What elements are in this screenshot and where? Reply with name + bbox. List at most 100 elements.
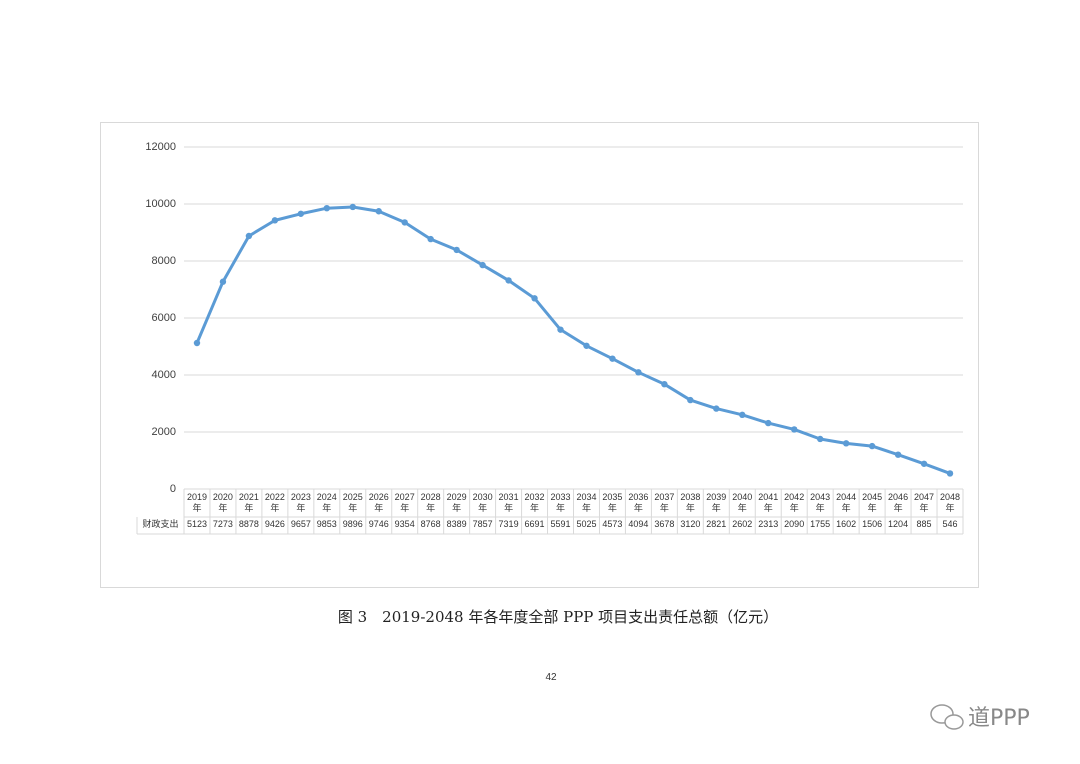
table-value: 546: [942, 519, 958, 529]
x-tick-label: 2047年: [914, 492, 935, 513]
point: [791, 426, 798, 433]
table-value: 1506: [862, 519, 883, 529]
point: [245, 232, 253, 240]
point: [713, 405, 720, 412]
point: [946, 470, 954, 477]
x-tick-label: 2037年: [654, 492, 675, 513]
table-value: 1755: [810, 519, 831, 529]
table-value: 4573: [602, 519, 623, 529]
x-tick-label: 2035年: [602, 492, 623, 513]
table-value: 6691: [524, 519, 545, 529]
x-tick-label: 2041年: [758, 492, 779, 513]
point: [583, 342, 590, 349]
y-tick-label: 6000: [152, 312, 176, 324]
point: [479, 261, 486, 269]
point: [323, 204, 331, 212]
y-tick-label: 4000: [152, 369, 176, 381]
point: [271, 217, 279, 224]
point: [661, 380, 668, 388]
point: [842, 440, 850, 447]
x-tick-label: 2048年: [939, 492, 961, 513]
point: [765, 419, 772, 427]
table-value: 2090: [784, 519, 805, 529]
caption: 图 3 2019-2048 年各年度全部 PPP 项目支出责任总额（亿元）: [337, 608, 779, 626]
table-value: 3678: [654, 519, 675, 529]
y-tick-label: 10000: [145, 198, 176, 210]
point: [739, 411, 746, 419]
point: [401, 219, 408, 226]
x-tick-label: 2040年: [732, 492, 753, 513]
x-tick-label: 2027年: [394, 492, 415, 513]
y-tick-label: 8000: [152, 255, 176, 267]
point: [375, 208, 382, 215]
x-tick-label: 2019年: [186, 492, 207, 513]
x-tick-label: 2024年: [316, 492, 337, 513]
table-value: 9426: [264, 519, 285, 529]
x-tick-label: 2028年: [420, 492, 441, 513]
point: [219, 278, 227, 285]
point: [687, 396, 694, 404]
y-tick-label: 12000: [145, 141, 176, 153]
point: [609, 355, 616, 362]
point: [531, 295, 538, 302]
table-value: 5591: [550, 519, 571, 529]
point: [453, 246, 460, 254]
x-tick-label: 2033年: [550, 492, 571, 513]
table-value: 885: [916, 519, 932, 529]
point: [505, 277, 512, 284]
table-value: 9657: [290, 519, 311, 529]
x-tick-label: 2020年: [212, 492, 233, 513]
point: [868, 442, 876, 450]
x-tick-label: 2044年: [836, 492, 857, 513]
point: [297, 210, 305, 217]
x-tick-label: 2030年: [472, 492, 493, 513]
table-value: 7857: [472, 519, 493, 529]
x-tick-label: 2036年: [628, 492, 649, 513]
watermark: 道PPP: [968, 706, 1030, 731]
x-tick-label: 2039年: [706, 492, 727, 513]
x-tick-label: 2045年: [862, 492, 883, 513]
x-tick-label: 2046年: [888, 492, 909, 513]
chart-frame: [100, 122, 979, 588]
x-tick-label: 2034年: [576, 492, 597, 513]
table-value: 5123: [186, 519, 207, 529]
point: [816, 435, 824, 443]
series-name: 财政支出: [142, 519, 179, 529]
point: [635, 369, 642, 376]
table-value: 8878: [238, 519, 259, 529]
table-value: 1602: [836, 519, 857, 529]
x-tick-label: 2032年: [524, 492, 545, 513]
point: [349, 203, 356, 211]
point: [894, 451, 902, 458]
x-tick-label: 2042年: [784, 492, 805, 513]
table-value: 9354: [394, 519, 415, 529]
table-value: 9896: [342, 519, 363, 529]
table-value: 8768: [420, 519, 441, 529]
table-value: 7319: [498, 519, 519, 529]
x-tick-label: 2021年: [238, 492, 259, 513]
x-tick-label: 2043年: [810, 492, 831, 513]
table-value: 2602: [732, 519, 753, 529]
table-value: 1204: [888, 519, 909, 529]
table-value: 9853: [316, 519, 337, 529]
x-tick-label: 2031年: [498, 492, 519, 513]
point: [193, 339, 201, 347]
table-value: 2313: [758, 519, 779, 529]
x-tick-label: 2022年: [264, 492, 285, 513]
table-value: 7273: [212, 519, 233, 529]
x-tick-label: 2029年: [446, 492, 467, 513]
table-value: 2821: [706, 519, 727, 529]
table-value: 9746: [368, 519, 389, 529]
x-tick-label: 2038年: [680, 492, 701, 513]
table-value: 3120: [680, 519, 701, 529]
x-tick-label: 2026年: [368, 492, 389, 513]
table-value: 4094: [628, 519, 649, 529]
table-value: 8389: [446, 519, 467, 529]
point: [557, 326, 564, 333]
x-tick-label: 2023年: [290, 492, 311, 513]
point: [920, 460, 928, 467]
page-number: 42: [545, 672, 557, 683]
x-tick-label: 2025年: [342, 492, 363, 513]
